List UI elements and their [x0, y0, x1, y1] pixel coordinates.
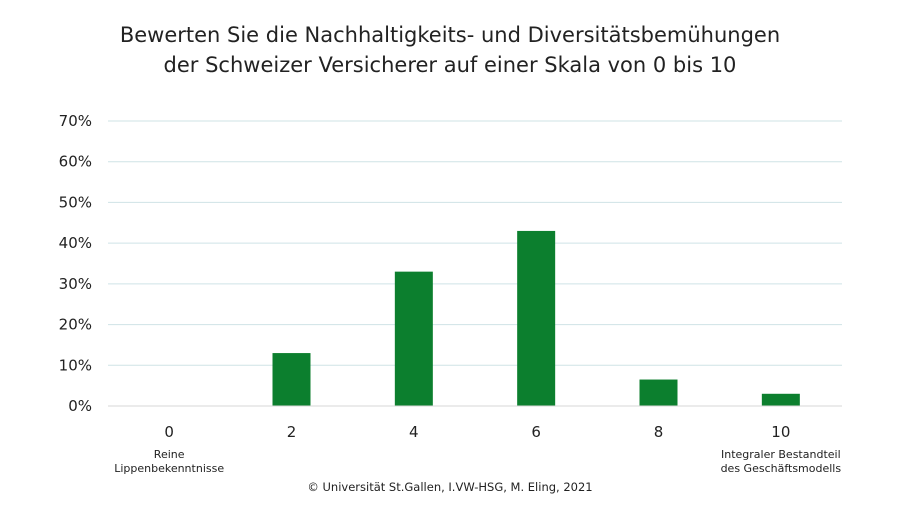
chart-title-line-2: der Schweizer Versicherer auf einer Skal… — [163, 53, 737, 77]
y-tick-label: 70% — [59, 112, 92, 130]
x-tick-label: 0 — [164, 423, 174, 441]
x-tick-label: 2 — [287, 423, 297, 441]
x-axis-sublabel-left: Lippenbekenntnisse — [114, 462, 224, 475]
x-axis-sublabel-right: des Geschäftsmodells — [721, 462, 842, 475]
x-axis-sublabel-right: Integraler Bestandteil — [721, 448, 841, 461]
x-tick-label: 8 — [654, 423, 664, 441]
bar — [517, 230, 556, 406]
bar — [272, 353, 311, 406]
y-tick-label: 20% — [59, 316, 92, 334]
chart-title-line-1: Bewerten Sie die Nachhaltigkeits- und Di… — [119, 23, 781, 47]
bar — [761, 393, 800, 406]
chart-title: Bewerten Sie die Nachhaltigkeits- und Di… — [0, 20, 900, 80]
x-tick-label: 10 — [771, 423, 790, 441]
y-tick-label: 40% — [59, 234, 92, 252]
y-tick-label: 60% — [59, 153, 92, 171]
y-tick-label: 30% — [59, 275, 92, 293]
y-tick-label: 10% — [59, 356, 92, 374]
x-axis-sublabel-left: Reine — [154, 448, 185, 461]
bar — [639, 379, 678, 406]
y-tick-label: 0% — [68, 397, 92, 415]
bar — [394, 271, 433, 406]
x-tick-label: 4 — [409, 423, 419, 441]
x-tick-label: 6 — [531, 423, 541, 441]
y-tick-label: 50% — [59, 193, 92, 211]
copyright-note: © Universität St.Gallen, I.VW-HSG, M. El… — [307, 480, 593, 494]
